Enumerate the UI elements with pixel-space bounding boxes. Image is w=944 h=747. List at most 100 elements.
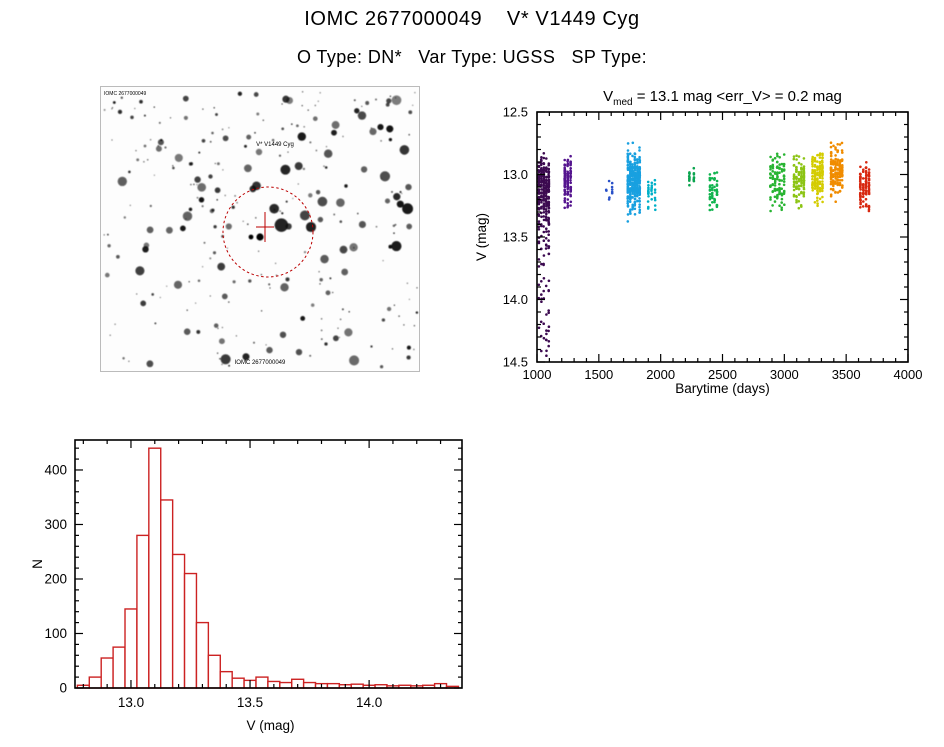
- data-point: [802, 165, 806, 168]
- star: [180, 225, 186, 232]
- data-point: [792, 185, 796, 188]
- star: [413, 325, 416, 327]
- y-tick-label: 14.5: [503, 355, 528, 370]
- data-point: [795, 175, 798, 179]
- data-point: [836, 182, 840, 186]
- data-point: [813, 179, 817, 182]
- data-point: [771, 166, 775, 170]
- data-point: [864, 186, 868, 190]
- plot-frame: [536, 111, 909, 363]
- star: [386, 306, 392, 312]
- star: [254, 132, 256, 134]
- data-point: [569, 200, 573, 204]
- data-point: [547, 325, 551, 328]
- x-tick-label: 3500: [832, 367, 861, 382]
- star: [309, 354, 312, 357]
- star: [331, 129, 337, 136]
- data-point: [542, 199, 546, 202]
- star: [392, 224, 396, 228]
- data-point: [688, 183, 691, 187]
- star: [349, 355, 360, 366]
- star: [280, 283, 289, 292]
- data-point: [780, 170, 784, 173]
- star: [320, 318, 323, 320]
- star: [389, 95, 392, 98]
- data-point: [545, 349, 548, 353]
- star: [399, 191, 402, 193]
- data-point: [631, 181, 634, 185]
- data-point: [711, 201, 714, 204]
- data-point: [638, 165, 641, 169]
- data-point: [633, 192, 637, 196]
- data-point: [547, 289, 550, 292]
- data-point: [539, 181, 543, 184]
- star: [323, 165, 325, 168]
- data-point: [708, 176, 712, 180]
- star: [299, 210, 310, 221]
- data-point: [692, 172, 696, 175]
- data-point: [647, 188, 650, 191]
- data-point: [540, 215, 543, 219]
- star: [246, 134, 252, 140]
- data-point: [650, 192, 653, 196]
- data-point: [540, 280, 543, 283]
- data-point: [569, 186, 572, 189]
- data-point: [638, 208, 642, 212]
- star: [386, 125, 394, 133]
- data-point: [862, 200, 865, 203]
- data-point: [811, 165, 814, 168]
- data-point: [545, 329, 548, 332]
- data-point: [646, 200, 650, 203]
- star: [406, 282, 409, 284]
- data-point: [816, 173, 819, 177]
- data-point: [829, 177, 833, 181]
- star: [287, 151, 289, 153]
- data-point: [647, 184, 650, 187]
- data-point: [629, 208, 632, 211]
- histogram-bar: [124, 608, 138, 689]
- x-tick-label: 4000: [894, 367, 923, 382]
- histogram-bar: [160, 499, 174, 689]
- star: [228, 301, 230, 303]
- data-point: [864, 197, 868, 201]
- star: [182, 95, 189, 102]
- star: [135, 266, 145, 276]
- star: [107, 233, 109, 236]
- star: [172, 165, 174, 167]
- data-point: [771, 176, 774, 180]
- data-point: [838, 168, 842, 171]
- data-point: [864, 166, 868, 169]
- data-point: [547, 184, 551, 188]
- star: [394, 223, 397, 226]
- data-point: [631, 171, 634, 175]
- star: [221, 293, 228, 300]
- star: [357, 212, 359, 215]
- data-point: [792, 155, 796, 158]
- data-point: [836, 175, 840, 179]
- data-point: [547, 178, 551, 182]
- data-point: [773, 171, 777, 174]
- data-point: [715, 179, 719, 183]
- data-point: [563, 199, 566, 202]
- star: [302, 167, 306, 171]
- star: [398, 315, 400, 317]
- data-point: [563, 163, 566, 167]
- data-point: [778, 163, 781, 166]
- data-point: [797, 187, 801, 190]
- star: [294, 162, 303, 171]
- data-point: [547, 344, 550, 348]
- data-point: [633, 213, 637, 216]
- data-point: [838, 163, 842, 166]
- data-point: [778, 179, 781, 182]
- data-point: [829, 167, 833, 170]
- data-point: [626, 204, 630, 207]
- data-point: [542, 225, 545, 228]
- data-point: [545, 338, 548, 342]
- data-point: [771, 170, 774, 173]
- star: [220, 354, 231, 365]
- star: [128, 170, 131, 174]
- data-point: [540, 170, 543, 173]
- data-point: [829, 160, 833, 164]
- data-point: [864, 191, 868, 195]
- data-point: [792, 181, 796, 184]
